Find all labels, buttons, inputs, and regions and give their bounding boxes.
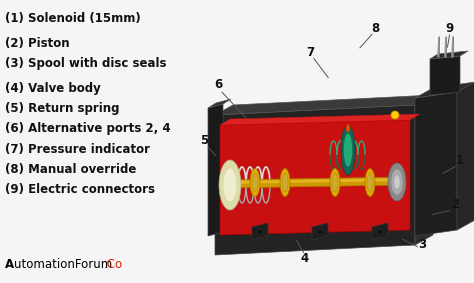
Ellipse shape: [250, 168, 260, 196]
Text: (6) Alternative ports 2, 4: (6) Alternative ports 2, 4: [5, 122, 171, 135]
Text: .Co: .Co: [104, 258, 123, 271]
Ellipse shape: [391, 111, 399, 119]
Polygon shape: [415, 92, 457, 236]
Ellipse shape: [367, 173, 373, 192]
Polygon shape: [220, 120, 410, 235]
Text: 8: 8: [371, 22, 379, 35]
Ellipse shape: [219, 160, 241, 210]
Text: 6: 6: [214, 78, 222, 91]
Ellipse shape: [257, 230, 263, 235]
Text: (3) Spool with disc seals: (3) Spool with disc seals: [5, 57, 166, 70]
Ellipse shape: [341, 125, 355, 175]
Text: utomationForum: utomationForum: [14, 258, 112, 271]
Ellipse shape: [223, 168, 237, 202]
Text: 7: 7: [306, 46, 314, 59]
Ellipse shape: [344, 133, 353, 167]
Text: 2: 2: [451, 198, 459, 211]
Ellipse shape: [388, 163, 406, 201]
Polygon shape: [208, 104, 223, 236]
Polygon shape: [225, 177, 405, 188]
Ellipse shape: [317, 230, 323, 235]
Ellipse shape: [346, 124, 350, 132]
Polygon shape: [430, 51, 468, 59]
Polygon shape: [220, 114, 420, 125]
Ellipse shape: [377, 230, 383, 235]
Ellipse shape: [392, 173, 398, 192]
Ellipse shape: [252, 173, 258, 192]
Text: (4) Valve body: (4) Valve body: [5, 82, 101, 95]
Polygon shape: [372, 223, 388, 240]
Text: 4: 4: [301, 252, 309, 265]
Polygon shape: [312, 223, 328, 240]
Text: 1: 1: [456, 153, 464, 166]
Ellipse shape: [332, 173, 338, 192]
Text: (8) Manual override: (8) Manual override: [5, 163, 137, 176]
Text: (7) Pressure indicator: (7) Pressure indicator: [5, 143, 150, 156]
Polygon shape: [215, 105, 415, 255]
Ellipse shape: [280, 168, 290, 196]
Polygon shape: [225, 178, 405, 184]
Polygon shape: [457, 82, 474, 230]
Text: A: A: [5, 258, 14, 271]
Ellipse shape: [365, 168, 375, 196]
Polygon shape: [415, 95, 433, 245]
Text: 3: 3: [418, 239, 426, 252]
Ellipse shape: [394, 175, 400, 189]
Polygon shape: [215, 95, 433, 115]
Text: (5) Return spring: (5) Return spring: [5, 102, 119, 115]
Polygon shape: [252, 223, 268, 240]
Text: 5: 5: [200, 134, 208, 147]
Polygon shape: [430, 56, 460, 95]
Polygon shape: [208, 99, 231, 108]
Ellipse shape: [330, 168, 340, 196]
Polygon shape: [415, 82, 474, 98]
Ellipse shape: [282, 173, 288, 192]
Ellipse shape: [390, 168, 400, 196]
Text: (1) Solenoid (15mm): (1) Solenoid (15mm): [5, 12, 141, 25]
Text: (2) Piston: (2) Piston: [5, 37, 70, 50]
Text: 9: 9: [446, 22, 454, 35]
Ellipse shape: [391, 169, 403, 195]
Text: (9) Electric connectors: (9) Electric connectors: [5, 183, 155, 196]
